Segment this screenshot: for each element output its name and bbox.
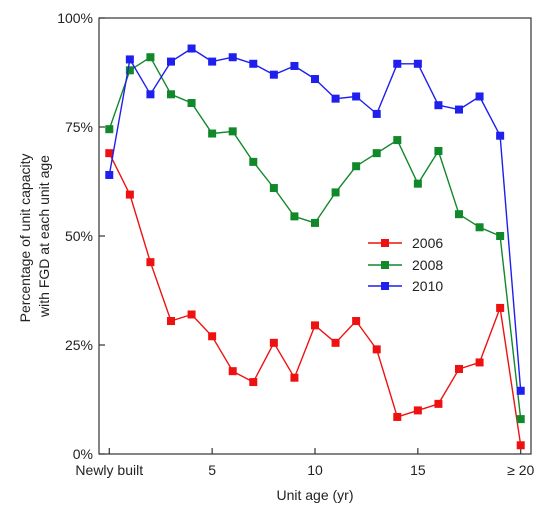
data-point-2010 <box>516 386 525 395</box>
data-point-2006 <box>290 373 299 382</box>
data-point-2008 <box>208 129 217 138</box>
legend-marker-2006 <box>381 239 389 247</box>
data-point-2008 <box>105 125 114 134</box>
data-point-2008 <box>311 218 319 227</box>
data-point-2006 <box>331 338 340 347</box>
x-tick-label: 15 <box>410 462 426 478</box>
x-tick-label: 5 <box>208 462 216 478</box>
data-point-2010 <box>352 92 361 101</box>
data-point-2010 <box>475 92 484 101</box>
y-axis-title: Percentage of unit capacity with FGD at … <box>17 150 52 323</box>
x-axis: Newly built 5 10 15 ≥ 20 <box>75 448 534 478</box>
x-tick-label: 10 <box>307 462 323 478</box>
data-point-2008 <box>434 146 443 155</box>
data-point-2010 <box>434 101 443 110</box>
data-point-2008 <box>372 149 381 158</box>
plot-frame <box>98 17 532 455</box>
data-point-2006 <box>455 364 463 373</box>
data-point-2008 <box>187 99 196 108</box>
data-point-2008 <box>455 210 463 219</box>
data-point-2006 <box>187 310 196 319</box>
data-point-2008 <box>496 232 505 240</box>
data-point-2006 <box>352 317 361 326</box>
legend-label-2010: 2010 <box>412 278 443 294</box>
y-axis: 0% 25% 50% 75% 100% <box>57 10 105 462</box>
x-axis-title: Unit age (yr) <box>276 487 353 503</box>
data-point-2006 <box>105 149 114 158</box>
x-tick-label: Newly built <box>75 462 143 478</box>
data-point-2006 <box>516 441 525 450</box>
data-point-2008 <box>125 66 134 75</box>
y-tick-label: 25% <box>65 337 93 353</box>
series-2006 <box>105 149 525 450</box>
series-2008 <box>105 53 525 424</box>
y-tick-label: 75% <box>65 119 93 135</box>
legend-label-2006: 2006 <box>412 235 443 251</box>
data-point-2010 <box>269 70 278 79</box>
x-tick-label: ≥ 20 <box>507 462 534 478</box>
data-point-2006 <box>228 367 237 376</box>
data-point-2010 <box>125 55 134 64</box>
y-tick-label: 100% <box>57 10 93 26</box>
data-point-2006 <box>249 378 258 387</box>
data-point-2008 <box>167 90 175 99</box>
legend: 2006 2008 2010 <box>368 235 443 294</box>
series-layer <box>105 44 525 450</box>
data-point-2008 <box>393 136 402 145</box>
legend-label-2008: 2008 <box>412 257 443 273</box>
data-point-2010 <box>372 109 381 118</box>
data-point-2008 <box>269 184 278 193</box>
data-point-2006 <box>311 321 319 330</box>
data-point-2006 <box>269 338 278 347</box>
data-point-2008 <box>331 188 340 197</box>
legend-marker-2010 <box>381 282 389 290</box>
data-point-2006 <box>146 258 155 267</box>
data-point-2006 <box>167 317 175 326</box>
data-point-2010 <box>290 61 299 70</box>
data-point-2010 <box>496 131 505 140</box>
data-point-2010 <box>187 44 196 53</box>
y-axis-title-line-1: Percentage of unit capacity <box>17 154 33 323</box>
data-point-2006 <box>125 190 134 199</box>
data-point-2010 <box>331 94 340 103</box>
data-point-2006 <box>475 358 484 367</box>
y-tick-label: 0% <box>73 446 93 462</box>
legend-item-2006: 2006 <box>368 235 443 251</box>
data-point-2010 <box>393 59 402 68</box>
data-point-2010 <box>228 53 237 62</box>
data-point-2008 <box>516 415 525 424</box>
data-point-2006 <box>434 399 443 408</box>
data-point-2010 <box>413 59 422 68</box>
data-point-2006 <box>496 303 505 312</box>
legend-marker-2008 <box>381 261 389 269</box>
data-point-2008 <box>228 127 237 136</box>
data-point-2008 <box>249 157 258 166</box>
data-point-2010 <box>167 57 175 66</box>
series-line-2006 <box>108 152 522 446</box>
data-point-2008 <box>146 53 155 62</box>
data-point-2008 <box>475 223 484 232</box>
data-point-2010 <box>249 59 258 68</box>
data-point-2010 <box>208 57 217 66</box>
legend-item-2008: 2008 <box>368 257 443 273</box>
data-point-2006 <box>413 406 422 415</box>
y-tick-label: 50% <box>65 228 93 244</box>
data-point-2010 <box>455 105 463 114</box>
data-point-2010 <box>146 90 155 99</box>
legend-item-2010: 2010 <box>368 278 443 294</box>
y-axis-title-line-2: with FGD at each unit age <box>36 155 52 318</box>
data-point-2008 <box>413 179 422 188</box>
data-point-2006 <box>393 412 402 421</box>
data-point-2010 <box>311 75 319 84</box>
data-point-2006 <box>208 332 217 341</box>
data-point-2008 <box>352 162 361 171</box>
data-point-2010 <box>105 170 114 179</box>
data-point-2008 <box>290 212 299 221</box>
series-2010 <box>105 44 525 395</box>
data-point-2006 <box>372 345 381 354</box>
